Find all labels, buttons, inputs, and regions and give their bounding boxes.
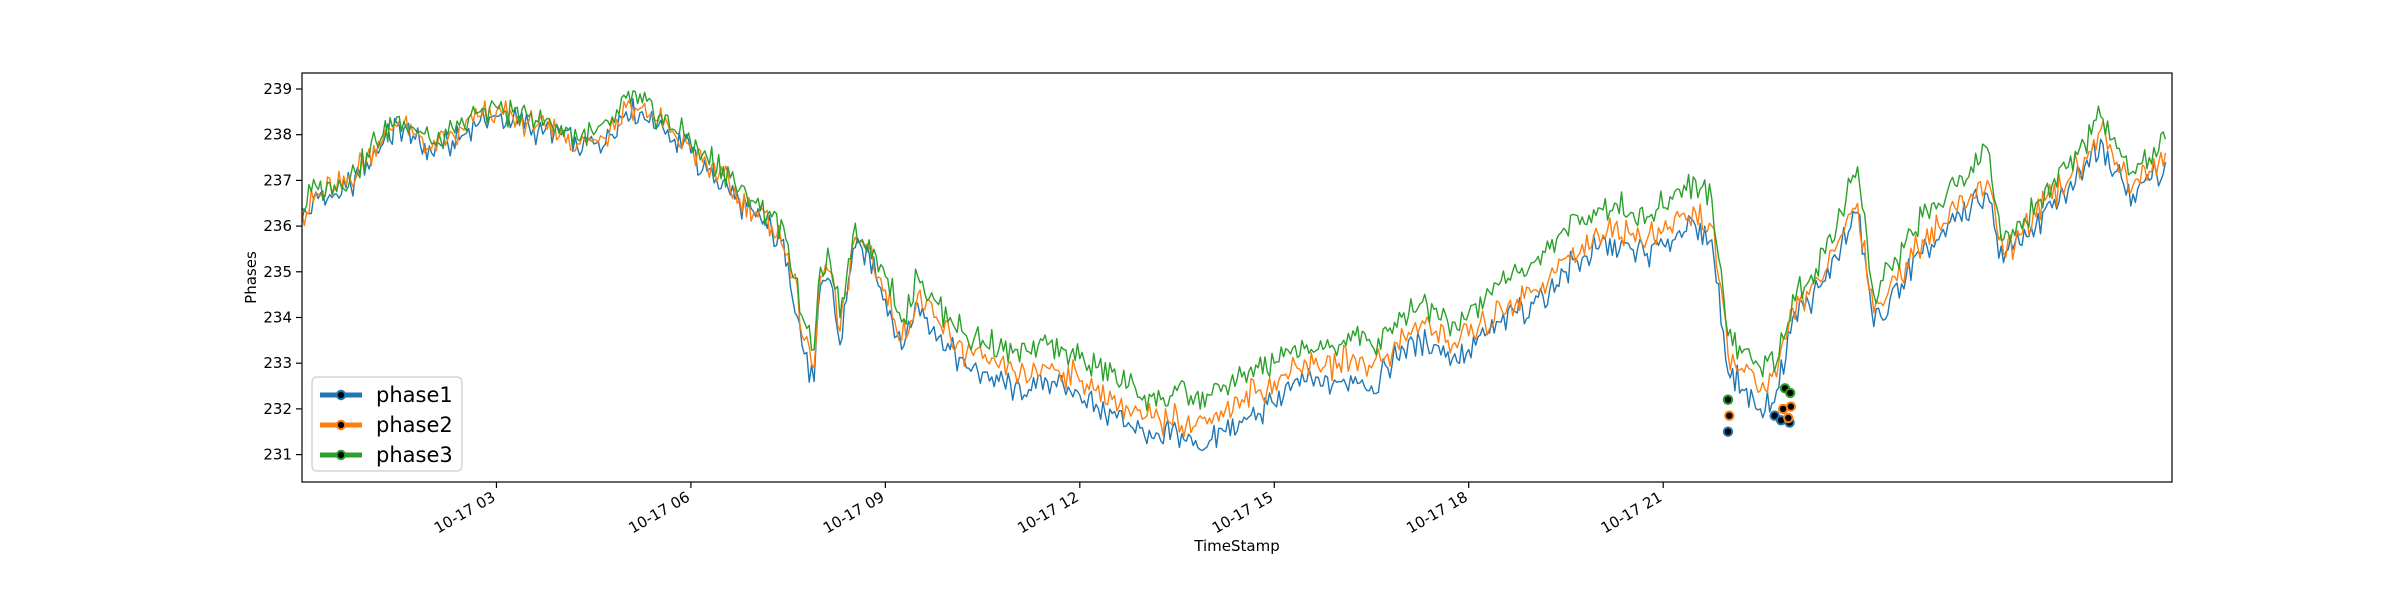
y-axis: 231 232 233 234 235 236 237 238 239 [263,80,302,464]
data-point-marker-phase3-9 [1722,394,1734,405]
data-point-marker-phase2-5 [1724,410,1735,421]
x-axis-label: TimeStamp [1193,537,1279,555]
series-line-phase1 [302,98,2167,452]
data-point-marker-phase2-7 [1783,412,1794,424]
plot-area [302,90,2167,452]
data-point-marker-phase1-0 [1722,426,1734,437]
y-tick-label-234: 234 [263,308,292,326]
legend-label-phase3: phase3 [376,443,453,467]
y-tick-label-237: 237 [263,171,292,189]
series-line-phase2 [302,100,2167,438]
axes-frame [301,72,2173,483]
legend-label-phase2: phase2 [376,413,453,437]
data-point-marker-phase3-11 [1785,387,1796,399]
y-tick-label-231: 231 [263,446,292,464]
legend-box [311,376,463,472]
legend-marker-phase1 [335,389,347,401]
y-tick-label-236: 236 [263,217,292,235]
legend-marker-phase2 [335,419,347,431]
series-line-phase3 [302,90,2167,412]
legend-marker-phase3 [335,449,347,461]
legend: phase1 phase2 phase3 [311,376,463,472]
data-point-marker-phase2-8 [1785,401,1797,412]
y-tick-label-238: 238 [263,126,292,144]
y-tick-label-235: 235 [263,263,292,281]
legend-label-phase1: phase1 [376,383,453,407]
y-tick-label-239: 239 [263,80,292,98]
y-axis-label: Phases [242,251,260,304]
y-tick-label-233: 233 [263,354,292,372]
y-tick-label-232: 232 [263,400,292,418]
